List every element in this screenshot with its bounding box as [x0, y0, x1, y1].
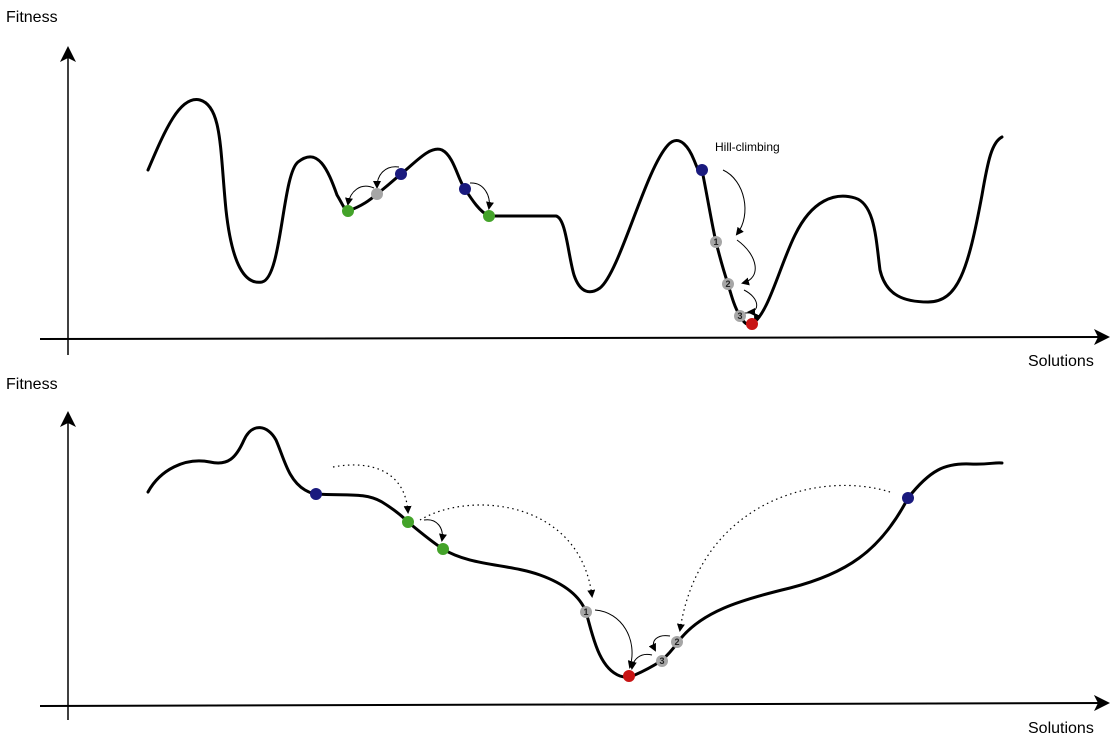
bottom-x-axis-label: Solutions: [1028, 720, 1094, 737]
top-x-axis-label: Solutions: [1028, 353, 1094, 370]
start-point: [696, 164, 708, 176]
start-point: [395, 168, 407, 180]
bottom-panel: Fitness Solutions 1 2 3: [6, 376, 1110, 737]
start-point: [902, 492, 914, 504]
neighbor-point: [483, 210, 495, 222]
bottom-y-axis-label: Fitness: [6, 376, 58, 393]
bottom-x-axis: [39, 695, 1110, 712]
bottom-move-arrow: [594, 609, 636, 669]
top-move-arrow: [743, 289, 758, 316]
optimum-point: [623, 670, 635, 682]
neighbor-point: [437, 543, 449, 555]
step-point: [671, 636, 683, 648]
step-label: 1: [713, 237, 718, 247]
step-label: 2: [725, 279, 730, 289]
perturbation-arrow: [676, 484, 891, 632]
bottom-move-arrow: [628, 653, 653, 670]
top-panel: Fitness Solutions Hill-climbing 1 2 3: [6, 9, 1110, 370]
step-label: 1: [583, 607, 588, 617]
step-label: 3: [737, 311, 742, 321]
top-move-arrow: [744, 312, 762, 322]
start-point: [310, 488, 322, 500]
bottom-move-arrow: [423, 519, 447, 542]
top-fitness-curve: [146, 98, 1004, 326]
step-label: 3: [659, 656, 664, 666]
step-point: [710, 236, 722, 248]
step-point: [722, 278, 734, 290]
hill-climbing-label: Hill-climbing: [715, 140, 780, 154]
top-move-arrow: [373, 166, 400, 189]
optimum-point: [746, 318, 758, 330]
intermediate-point: [371, 188, 383, 200]
step-point: [580, 606, 592, 618]
bottom-fitness-curve: [146, 426, 1004, 679]
bottom-move-arrow: [648, 635, 671, 652]
step-label: 2: [674, 637, 679, 647]
top-move-arrow: [469, 182, 494, 210]
top-x-axis: [39, 329, 1110, 346]
top-move-arrow: [736, 239, 756, 286]
neighbor-point: [402, 516, 414, 528]
top-move-arrow: [722, 169, 746, 236]
top-move-arrow: [345, 185, 375, 206]
neighbor-point: [342, 205, 354, 217]
start-point: [459, 183, 471, 195]
step-point: [656, 655, 668, 667]
perturbation-arrow: [332, 464, 412, 514]
top-y-axis-label: Fitness: [6, 9, 58, 26]
step-point: [734, 310, 746, 322]
